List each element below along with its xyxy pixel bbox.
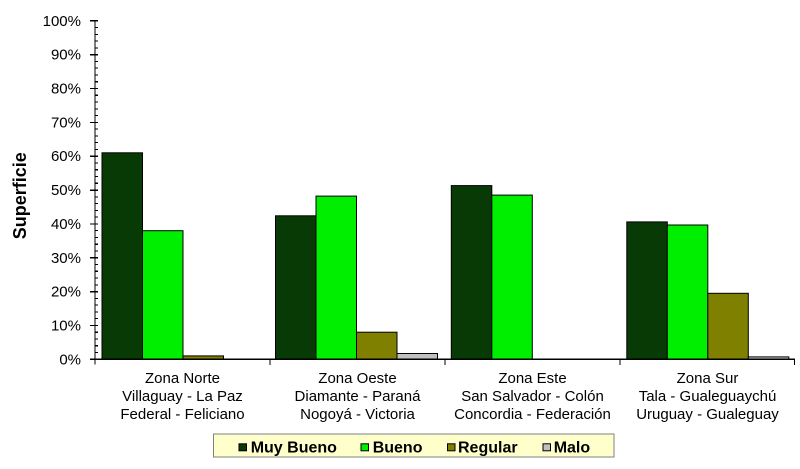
svg-text:90%: 90% [51,47,81,64]
svg-text:Diamante - Paraná: Diamante - Paraná [295,388,422,405]
svg-text:60%: 60% [51,148,81,165]
svg-text:50%: 50% [51,182,81,199]
svg-text:Nogoyá - Victoria: Nogoyá - Victoria [300,406,415,423]
svg-text:Uruguay - Gualeguay: Uruguay - Gualeguay [636,406,779,423]
svg-text:40%: 40% [51,216,81,233]
svg-text:Concordia - Federación: Concordia - Federación [454,406,611,423]
svg-text:30%: 30% [51,250,81,267]
svg-text:Zona Oeste: Zona Oeste [318,370,396,387]
svg-text:10%: 10% [51,318,81,335]
svg-text:Bueno: Bueno [373,440,423,457]
svg-text:Zona Norte: Zona Norte [145,370,220,387]
svg-text:70%: 70% [51,114,81,131]
svg-text:Muy Bueno: Muy Bueno [251,440,337,457]
svg-text:Malo: Malo [554,440,591,457]
svg-text:Regular: Regular [458,440,518,457]
svg-text:Tala - Gualeguaychú: Tala - Gualeguaychú [639,388,777,405]
svg-text:San Salvador - Colón: San Salvador - Colón [461,388,604,405]
svg-text:Villaguay - La Paz: Villaguay - La Paz [122,388,243,405]
svg-text:Federal - Feliciano: Federal - Feliciano [120,406,244,423]
svg-text:100%: 100% [43,13,81,30]
svg-text:20%: 20% [51,284,81,301]
svg-text:Superficie: Superficie [10,152,30,239]
svg-text:80%: 80% [51,81,81,98]
svg-text:Zona Sur: Zona Sur [677,370,739,387]
svg-text:Zona Este: Zona Este [498,370,566,387]
svg-text:0%: 0% [59,351,81,368]
